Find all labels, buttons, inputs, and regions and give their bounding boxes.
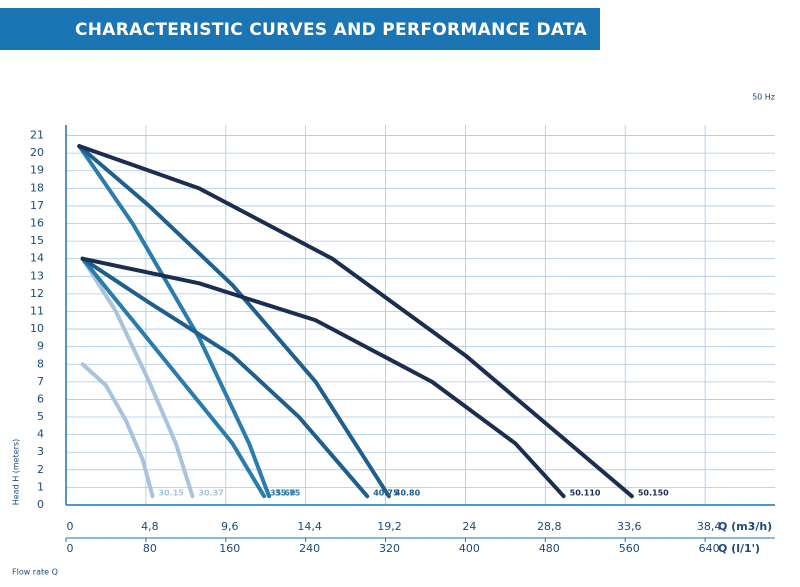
y-tick-label: 17 <box>30 199 44 212</box>
curve-label: 35.75 <box>275 489 301 498</box>
y-tick-label: 3 <box>37 445 44 458</box>
x-axis-label: Q (m3/h) <box>718 520 772 533</box>
y-tick-label: 5 <box>37 410 44 423</box>
curve <box>80 256 566 499</box>
curve <box>77 144 272 499</box>
y-tick-label: 18 <box>30 181 44 194</box>
x-tick-label: 0 <box>67 520 74 533</box>
curve <box>80 256 267 499</box>
x2-tick-label: 400 <box>459 542 480 555</box>
curve <box>77 144 391 499</box>
y-tick-label: 14 <box>30 252 44 265</box>
x-tick-label: 4,8 <box>141 520 159 533</box>
x-tick-label: 33,6 <box>617 520 642 533</box>
y-tick-label: 20 <box>30 146 44 159</box>
curve-label: 50.150 <box>638 489 669 498</box>
curve-label: 30.37 <box>198 489 223 498</box>
curve <box>80 256 370 499</box>
curve-label: 30.15 <box>159 489 185 498</box>
x2-axis-label: Q (l/1') <box>718 542 760 555</box>
y-tick-label: 13 <box>30 269 44 282</box>
y-tick-label: 9 <box>37 340 44 353</box>
x2-tick-label: 320 <box>379 542 400 555</box>
y-tick-label: 15 <box>30 234 44 247</box>
curve <box>80 362 155 499</box>
y-tick-label: 6 <box>37 392 44 405</box>
footer-label: Flow rate Q <box>12 568 58 577</box>
x-tick-label: 9,6 <box>221 520 239 533</box>
x-tick-label: 28,8 <box>537 520 562 533</box>
y-tick-label: 16 <box>30 217 44 230</box>
y-tick-label: 4 <box>37 428 44 441</box>
x2-tick-label: 160 <box>219 542 240 555</box>
x2-tick-label: 480 <box>539 542 560 555</box>
y-tick-label: 12 <box>30 287 44 300</box>
curve <box>80 256 195 499</box>
y-tick-label: 0 <box>37 498 44 511</box>
x2-tick-label: 80 <box>143 542 157 555</box>
x2-tick-label: 640 <box>699 542 720 555</box>
x-tick-label: 14,4 <box>297 520 322 533</box>
x2-tick-label: 0 <box>67 542 74 555</box>
y-tick-label: 1 <box>37 480 44 493</box>
y-tick-label: 19 <box>30 164 44 177</box>
y-tick-label: 10 <box>30 322 44 335</box>
x-tick-label: 24 <box>462 520 476 533</box>
x2-tick-label: 240 <box>299 542 320 555</box>
curve-label: 40.80 <box>395 489 421 498</box>
subtitle: 50 Hz <box>752 93 775 102</box>
x-tick-label: 38,4 <box>697 520 722 533</box>
x-tick-label: 19,2 <box>377 520 402 533</box>
chart-title: CHARACTERISTIC CURVES AND PERFORMANCE DA… <box>75 20 588 40</box>
y-tick-label: 8 <box>37 357 44 370</box>
x2-tick-label: 560 <box>619 542 640 555</box>
y-tick-label: 21 <box>30 129 44 142</box>
curve-label: 50.110 <box>570 489 601 498</box>
curve-label: 35.60 <box>270 489 296 498</box>
y-tick-label: 2 <box>37 463 44 476</box>
curve <box>77 144 634 499</box>
y-tick-label: 11 <box>30 304 44 317</box>
y-axis-label: Head H (meters) <box>12 439 21 506</box>
title-banner <box>0 8 600 50</box>
y-tick-label: 7 <box>37 375 44 388</box>
